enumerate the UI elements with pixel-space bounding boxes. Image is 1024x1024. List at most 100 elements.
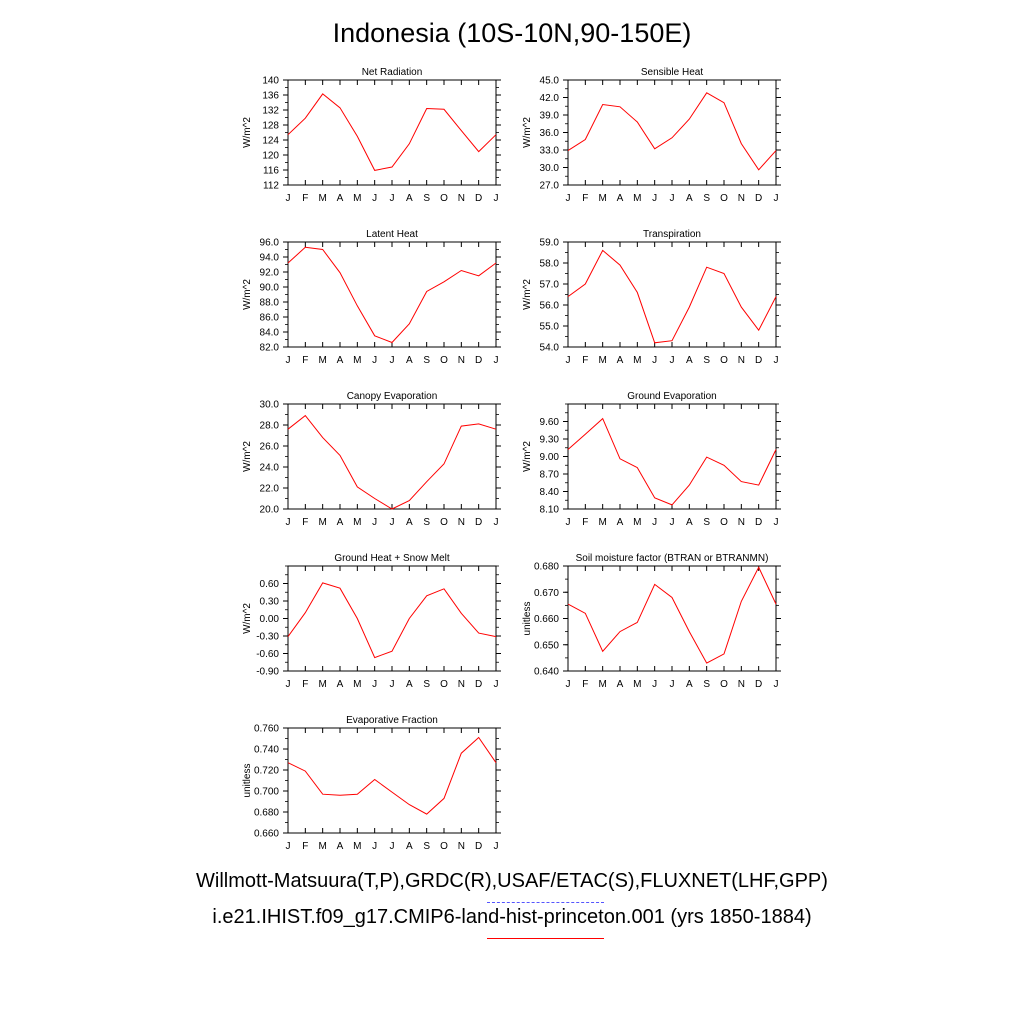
x-tick-label: D <box>475 679 482 690</box>
x-tick-label: A <box>406 355 413 366</box>
y-tick-label: 96.0 <box>260 238 280 249</box>
legend-observations-label: Willmott-Matsuura(T,P),GRDC(R),USAF/ETAC… <box>196 870 828 892</box>
chart-title: Transpiration <box>643 229 701 240</box>
y-tick-label: 58.0 <box>540 259 560 270</box>
x-tick-label: J <box>670 679 675 690</box>
x-tick-label: O <box>720 517 728 528</box>
y-tick-label: 54.0 <box>540 343 560 354</box>
x-tick-label: M <box>353 193 361 204</box>
x-tick-label: J <box>652 517 657 528</box>
legend-model-label: i.e21.IHIST.f09_g17.CMIP6-land-hist-prin… <box>212 906 812 928</box>
x-tick-label: A <box>406 193 413 204</box>
x-tick-label: S <box>703 193 710 204</box>
series-line-model <box>567 417 777 506</box>
x-tick-label: A <box>617 517 624 528</box>
plot-frame <box>287 565 497 672</box>
chart-title: Ground Evaporation <box>627 391 717 402</box>
x-tick-label: N <box>458 517 465 528</box>
series-line-model <box>287 93 497 171</box>
x-tick-label: J <box>372 517 377 528</box>
y-tick-label: 8.40 <box>540 487 560 498</box>
x-tick-label: M <box>353 679 361 690</box>
y-tick-label: 124 <box>262 136 279 147</box>
series-line-model <box>287 414 497 510</box>
y-tick-label: 45.0 <box>540 76 560 87</box>
x-tick-label: N <box>458 679 465 690</box>
x-tick-label: A <box>686 679 693 690</box>
x-tick-label: J <box>390 193 395 204</box>
y-tick-label: 28.0 <box>260 421 280 432</box>
y-tick-label: 56.0 <box>540 301 560 312</box>
page-title: Indonesia (10S-10N,90-150E) <box>332 18 692 48</box>
x-tick-label: J <box>670 193 675 204</box>
y-tick-label: 90.0 <box>260 283 280 294</box>
series-line-model <box>567 566 777 664</box>
x-tick-label: F <box>302 193 308 204</box>
x-tick-label: A <box>686 193 693 204</box>
x-tick-label: J <box>372 193 377 204</box>
x-tick-label: F <box>582 193 588 204</box>
y-tick-label: 27.0 <box>540 181 560 192</box>
x-tick-label: S <box>423 193 430 204</box>
x-tick-label: J <box>494 355 499 366</box>
y-tick-label: 0.660 <box>534 614 559 625</box>
y-axis-label: W/m^2 <box>522 117 533 148</box>
y-tick-label: 0.700 <box>254 787 279 798</box>
x-tick-label: J <box>286 679 291 690</box>
plot-frame <box>287 79 497 186</box>
y-tick-label: 120 <box>262 151 279 162</box>
y-tick-label: 140 <box>262 76 279 87</box>
x-tick-label: J <box>390 517 395 528</box>
x-tick-label: S <box>423 355 430 366</box>
x-tick-label: J <box>286 355 291 366</box>
y-tick-label: 30.0 <box>540 163 560 174</box>
x-tick-label: J <box>566 679 571 690</box>
x-tick-label: N <box>738 517 745 528</box>
x-tick-label: J <box>774 355 779 366</box>
y-tick-label: 0.680 <box>534 562 559 573</box>
y-tick-label: 42.0 <box>540 93 560 104</box>
x-tick-label: O <box>440 193 448 204</box>
legend-model-swatch <box>487 938 604 939</box>
y-tick-label: 8.70 <box>540 470 560 481</box>
y-tick-label: 9.00 <box>540 452 560 463</box>
x-tick-label: F <box>582 679 588 690</box>
x-tick-label: A <box>406 841 413 852</box>
x-tick-label: J <box>494 679 499 690</box>
y-tick-label: 24.0 <box>260 463 280 474</box>
y-tick-label: -0.60 <box>256 649 279 660</box>
series-line-model <box>567 249 777 344</box>
x-tick-label: N <box>738 679 745 690</box>
series-line-model <box>287 582 497 659</box>
x-tick-label: M <box>633 355 641 366</box>
y-axis-label: W/m^2 <box>242 279 253 310</box>
x-tick-label: M <box>598 517 606 528</box>
x-tick-label: M <box>353 355 361 366</box>
x-tick-label: D <box>755 679 762 690</box>
x-tick-label: J <box>774 679 779 690</box>
y-axis-label: unitless <box>242 764 253 798</box>
x-tick-label: O <box>440 355 448 366</box>
x-tick-label: M <box>353 517 361 528</box>
x-tick-label: J <box>566 193 571 204</box>
x-tick-label: J <box>652 355 657 366</box>
x-tick-label: J <box>286 193 291 204</box>
y-tick-label: 0.760 <box>254 724 279 735</box>
x-tick-label: J <box>566 355 571 366</box>
y-tick-label: 30.0 <box>260 400 280 411</box>
x-tick-label: S <box>703 517 710 528</box>
x-tick-label: J <box>390 841 395 852</box>
x-tick-label: J <box>670 355 675 366</box>
x-tick-label: D <box>475 355 482 366</box>
x-tick-label: S <box>423 517 430 528</box>
y-tick-label: 39.0 <box>540 111 560 122</box>
x-tick-label: A <box>617 679 624 690</box>
x-tick-label: J <box>494 841 499 852</box>
y-tick-label: 92.0 <box>260 268 280 279</box>
chart-title: Evaporative Fraction <box>346 715 438 726</box>
x-tick-label: S <box>703 355 710 366</box>
